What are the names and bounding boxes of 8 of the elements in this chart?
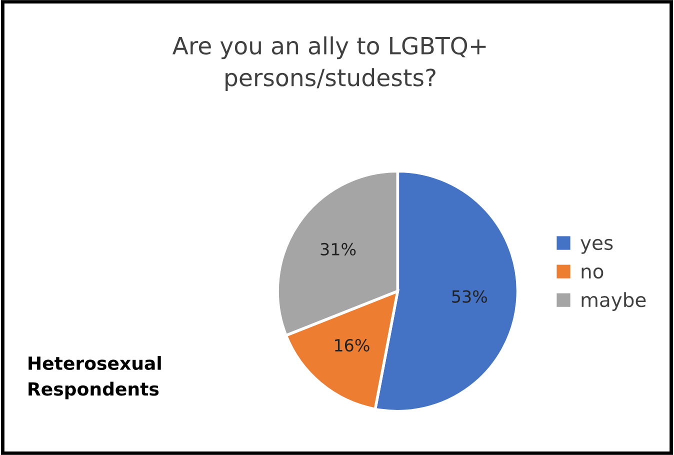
legend-label: yes <box>580 238 613 254</box>
chart-title: Are you an ally to LGBTQ+ persons/studests? <box>172 36 486 91</box>
data-label: 53% <box>452 290 488 303</box>
text: Heterosexual Respondents <box>28 356 161 400</box>
legend-label: no <box>582 267 604 279</box>
data-label: 31% <box>320 242 356 256</box>
legend-label: maybe <box>582 292 646 311</box>
data-label: 16% <box>335 338 370 352</box>
